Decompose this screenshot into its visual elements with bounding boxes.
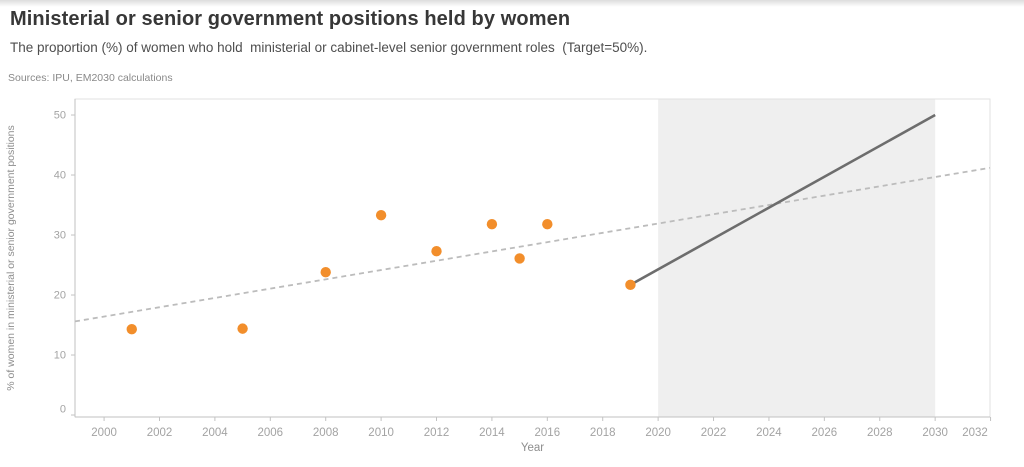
x-tick-label: 2002 (147, 427, 173, 439)
data-point[interactable] (237, 323, 248, 334)
data-point[interactable] (126, 324, 137, 335)
x-axis-title: Year (521, 442, 544, 454)
x-tick-label: 2010 (368, 427, 394, 439)
data-point[interactable] (625, 279, 636, 291)
data-point[interactable] (431, 246, 442, 257)
x-tick-label: 2020 (645, 427, 671, 439)
chart-header: Ministerial or senior government positio… (10, 8, 1010, 55)
window-top-edge (0, 0, 1024, 7)
y-tick-label: 30 (54, 230, 66, 242)
x-tick-label: 2006 (258, 427, 284, 439)
x-tick-label: 2030 (922, 427, 948, 439)
x-tick-label: 2024 (756, 427, 782, 439)
projection-band (658, 99, 936, 417)
x-tick-label: 2018 (590, 427, 616, 439)
y-tick-label: 20 (54, 290, 66, 302)
chart-area: 0 10 20 30 40 50 2000 2002 2004 2006 2008 2010 2012 2… (0, 87, 1024, 462)
x-tick-label: 2000 (91, 427, 117, 439)
x-tick-label: 2012 (424, 427, 450, 439)
chart-subtitle: The proportion (%) of women who hold min… (10, 40, 648, 55)
y-tick-label: 40 (54, 170, 66, 182)
trend-line[interactable] (74, 166, 991, 323)
projection-to-target-line[interactable] (629, 113, 936, 286)
x-tick-label: 2008 (313, 427, 339, 439)
x-tick-label: 2014 (479, 427, 505, 439)
data-point[interactable] (375, 210, 387, 221)
y-tick-label: 10 (54, 350, 66, 362)
x-tick-label: 2004 (202, 427, 228, 439)
x-tick-label: 2028 (867, 427, 893, 439)
y-axis-title: % of women in ministerial or senior gove… (5, 125, 17, 391)
data-point[interactable] (320, 267, 331, 278)
y-tick-label: 50 (54, 110, 66, 122)
page-title: Ministerial or senior government positio… (10, 8, 571, 30)
y-tick-label: 0 (60, 404, 66, 416)
data-point[interactable] (486, 219, 498, 230)
x-tick-label: 2026 (812, 427, 838, 439)
data-point[interactable] (542, 219, 553, 230)
data-point[interactable] (514, 253, 525, 264)
chart-sources: Sources: IPU, EM2030 calculations (8, 72, 173, 84)
x-tick-label: 2022 (701, 427, 727, 439)
x-tick-label: 2016 (535, 427, 561, 439)
x-tick-label: 2032 (962, 427, 988, 439)
